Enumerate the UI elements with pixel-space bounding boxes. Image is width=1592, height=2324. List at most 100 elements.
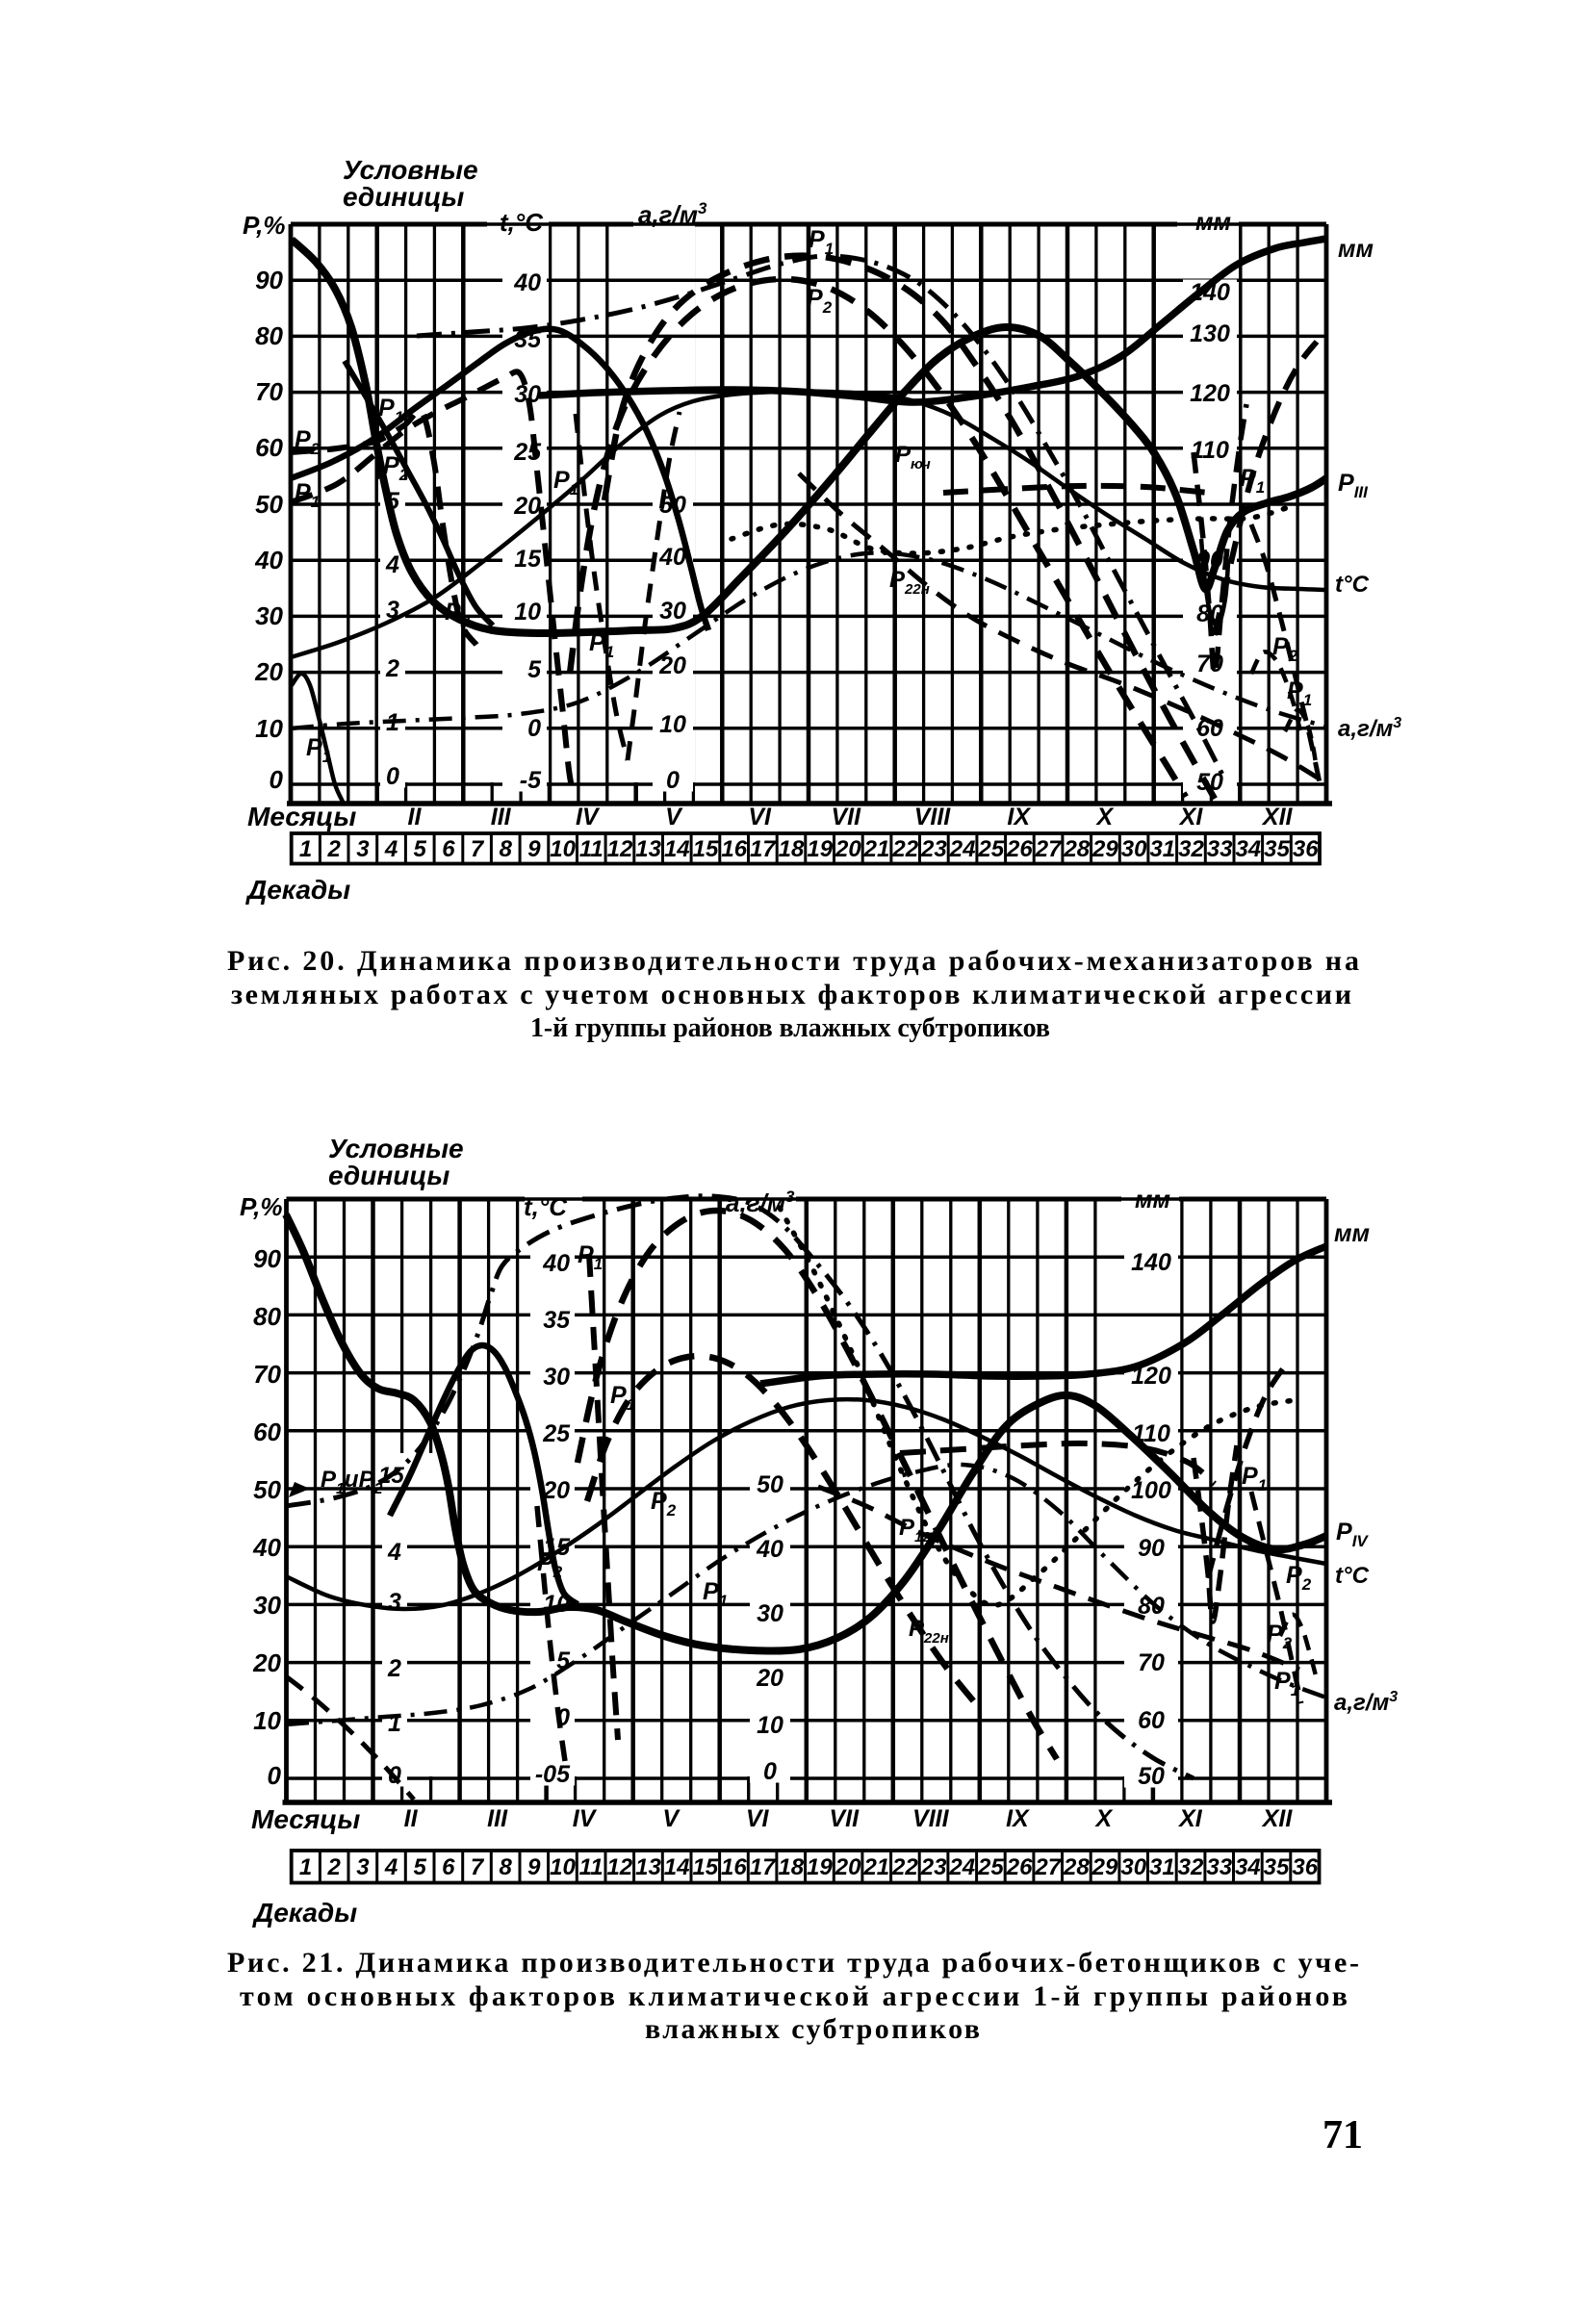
svg-text:30: 30 bbox=[659, 598, 686, 625]
svg-text:мм: мм bbox=[1195, 209, 1231, 236]
svg-text:0: 0 bbox=[268, 1761, 282, 1790]
svg-text:1: 1 bbox=[299, 1854, 312, 1880]
svg-text:24: 24 bbox=[948, 1854, 975, 1880]
svg-text:Р,%: Р,% bbox=[240, 1192, 282, 1221]
svg-text:2: 2 bbox=[387, 1655, 401, 1682]
svg-text:10: 10 bbox=[550, 836, 576, 862]
svg-text:23: 23 bbox=[920, 1854, 947, 1880]
svg-text:Р1: Р1 bbox=[589, 629, 614, 661]
svg-text:Месяцы: Месяцы bbox=[247, 802, 356, 831]
svg-text:14: 14 bbox=[664, 836, 690, 862]
svg-text:30: 30 bbox=[1121, 836, 1147, 862]
svg-text:-05: -05 bbox=[535, 1761, 571, 1788]
svg-text:а,г/м3: а,г/м3 bbox=[726, 1188, 795, 1217]
svg-text:Условные: Условные bbox=[343, 155, 478, 185]
svg-text:36: 36 bbox=[1293, 836, 1319, 862]
svg-text:8: 8 bbox=[500, 1854, 513, 1880]
svg-text:8: 8 bbox=[500, 836, 513, 862]
svg-text:VII: VII bbox=[830, 1805, 860, 1832]
svg-text:20: 20 bbox=[756, 1665, 783, 1692]
svg-text:t°С: t°С bbox=[1335, 572, 1370, 598]
svg-text:80: 80 bbox=[253, 1302, 281, 1331]
svg-text:4: 4 bbox=[384, 836, 398, 862]
svg-text:9: 9 bbox=[527, 1854, 541, 1880]
svg-text:130: 130 bbox=[1190, 320, 1230, 347]
svg-text:27: 27 bbox=[1035, 836, 1063, 862]
svg-text:3: 3 bbox=[356, 1854, 370, 1880]
svg-text:XII: XII bbox=[1261, 804, 1294, 830]
svg-text:50: 50 bbox=[757, 1471, 783, 1498]
svg-text:IX: IX bbox=[1006, 1805, 1030, 1832]
svg-text:Декады: Декады bbox=[252, 1898, 357, 1928]
svg-text:40: 40 bbox=[658, 544, 686, 571]
svg-text:17: 17 bbox=[750, 836, 777, 862]
svg-text:10: 10 bbox=[757, 1712, 783, 1739]
svg-text:2: 2 bbox=[327, 1854, 342, 1880]
svg-text:20: 20 bbox=[252, 1648, 281, 1677]
svg-text:21: 21 bbox=[862, 1854, 889, 1880]
svg-text:XI: XI bbox=[1178, 804, 1204, 830]
svg-text:11: 11 bbox=[579, 1854, 603, 1880]
svg-text:29: 29 bbox=[1091, 1854, 1118, 1880]
svg-text:XII: XII bbox=[1261, 1805, 1294, 1832]
svg-text:32: 32 bbox=[1178, 1854, 1204, 1880]
svg-text:50: 50 bbox=[253, 1475, 281, 1504]
svg-text:XI: XI bbox=[1177, 1805, 1203, 1832]
svg-text:40: 40 bbox=[252, 1533, 281, 1562]
svg-text:19: 19 bbox=[807, 836, 833, 862]
svg-text:140: 140 bbox=[1131, 1249, 1171, 1276]
svg-text:33: 33 bbox=[1206, 1854, 1232, 1880]
svg-text:13: 13 bbox=[635, 836, 661, 862]
svg-text:32: 32 bbox=[1178, 836, 1204, 862]
svg-text:90: 90 bbox=[255, 266, 283, 294]
svg-text:12: 12 bbox=[606, 1854, 632, 1880]
svg-text:60: 60 bbox=[253, 1417, 281, 1446]
svg-text:22: 22 bbox=[891, 836, 918, 862]
svg-text:15: 15 bbox=[514, 546, 542, 573]
svg-text:-5: -5 bbox=[520, 767, 542, 794]
svg-text:16: 16 bbox=[721, 1854, 747, 1880]
svg-text:II: II bbox=[408, 804, 423, 830]
svg-text:80: 80 bbox=[255, 321, 283, 350]
svg-text:1: 1 bbox=[299, 836, 312, 862]
svg-text:15: 15 bbox=[378, 1463, 404, 1489]
svg-text:10: 10 bbox=[514, 599, 541, 626]
svg-text:70: 70 bbox=[255, 377, 283, 406]
svg-text:мм: мм bbox=[1338, 236, 1374, 263]
svg-text:6: 6 bbox=[442, 1854, 455, 1880]
svg-text:а,г/м3: а,г/м3 bbox=[638, 199, 707, 229]
svg-text:30: 30 bbox=[543, 1364, 570, 1391]
svg-text:50: 50 bbox=[255, 490, 283, 519]
svg-text:2: 2 bbox=[385, 655, 399, 682]
svg-text:40: 40 bbox=[254, 546, 283, 575]
svg-text:10: 10 bbox=[659, 711, 686, 738]
svg-text:5: 5 bbox=[527, 656, 542, 683]
svg-text:0: 0 bbox=[763, 1758, 777, 1785]
svg-text:20: 20 bbox=[835, 1854, 861, 1880]
svg-text:III: III bbox=[487, 1805, 508, 1832]
svg-text:10: 10 bbox=[255, 714, 283, 743]
svg-text:18: 18 bbox=[778, 1854, 804, 1880]
svg-text:VIII: VIII bbox=[914, 804, 952, 830]
svg-text:40: 40 bbox=[756, 1536, 783, 1563]
svg-text:5: 5 bbox=[414, 1854, 427, 1880]
svg-text:14: 14 bbox=[664, 1854, 690, 1880]
svg-text:35: 35 bbox=[1264, 836, 1290, 862]
svg-text:Месяцы: Месяцы bbox=[251, 1804, 360, 1834]
svg-text:20: 20 bbox=[835, 836, 861, 862]
svg-text:7: 7 bbox=[471, 1854, 485, 1880]
svg-text:VI: VI bbox=[746, 1805, 770, 1832]
svg-text:40: 40 bbox=[513, 269, 541, 296]
svg-text:90: 90 bbox=[1138, 1535, 1165, 1562]
svg-text:28: 28 bbox=[1063, 1854, 1090, 1880]
svg-text:27: 27 bbox=[1034, 1854, 1062, 1880]
svg-text:Р,%: Р,% bbox=[243, 211, 285, 240]
svg-text:IX: IX bbox=[1007, 804, 1031, 830]
svg-text:35: 35 bbox=[543, 1307, 571, 1334]
svg-text:71: 71 bbox=[1322, 2113, 1363, 2158]
svg-text:земляных работах с учетом осно: земляных работах с учетом основных факто… bbox=[231, 979, 1351, 1010]
svg-text:50: 50 bbox=[1138, 1763, 1165, 1790]
svg-text:Условные: Условные bbox=[328, 1134, 464, 1163]
svg-text:34: 34 bbox=[1235, 836, 1261, 862]
svg-text:t,°С: t,°С bbox=[500, 208, 544, 237]
